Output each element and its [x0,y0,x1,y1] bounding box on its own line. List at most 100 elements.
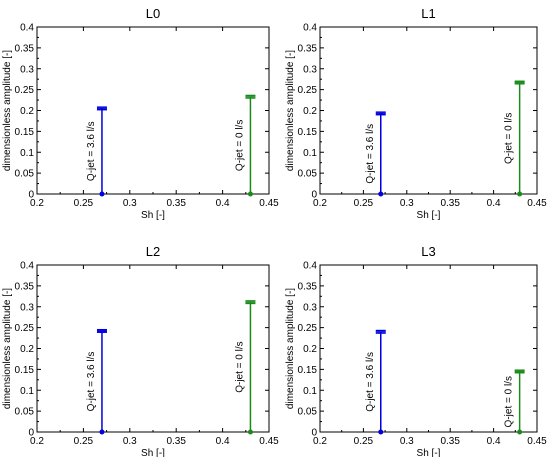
x-tick-label: 0.35 [166,436,186,447]
x-tick-label: 0.25 [74,198,94,209]
y-tick-label: 0.35 [15,43,35,54]
stem-base-marker [517,429,523,435]
x-tick-label: 0.4 [487,198,501,209]
x-axis-label: Sh [-] [141,210,165,221]
y-tick-label: 0.1 [20,148,34,159]
y-tick-label: 0.4 [20,261,34,272]
stem-base-marker [247,191,253,197]
y-tick-label: 0.1 [303,386,317,397]
x-tick-label: 0.25 [354,436,374,447]
panel-title: L2 [146,244,160,259]
stem-base-marker [247,429,253,435]
panel-l1: L1 0.2 0.25 0.3 0.35 0.4 0.45 0 0.05 0.1 0.15 0.2 0.… [285,6,547,221]
x-axis-label: Sh [-] [417,210,441,221]
stem-qjet-3-6: Q-jet = 3.6 l/s [86,328,107,435]
y-tick-label: 0.3 [20,64,34,75]
y-tick-label: 0.35 [298,43,318,54]
x-tick-label: 0.45 [527,436,547,447]
panel-title: L0 [146,6,160,21]
stem-qjet-0: Q-jet = 0 l/s [504,369,525,435]
stem-label: Q-jet = 0 l/s [504,113,515,164]
x-tick-label: 0.25 [354,198,374,209]
y-tick-label: 0.2 [303,106,317,117]
stem-label: Q-jet = 3.6 l/s [86,352,97,412]
y-tick-label: 0.15 [298,365,318,376]
panel-l3: L3 0.2 0.25 0.3 0.35 0.4 0.45 0 0.05 0.1 0.15 0.2 0.… [285,244,547,457]
plot-frame [319,26,538,195]
y-tick-label: 0.3 [20,302,34,313]
x-tick-label: 0.25 [74,436,94,447]
y-tick-label: 0.35 [15,281,35,292]
stem-label: Q-jet = 3.6 l/s [86,121,97,181]
y-tick-label: 0.2 [303,344,317,355]
y-tick-label: 0.15 [15,365,35,376]
x-tick-label: 0.35 [440,198,460,209]
y-tick-label: 0.2 [20,106,34,117]
x-tick-label: 0.3 [123,436,137,447]
y-tick-label: 0.3 [303,302,317,313]
x-axis-label: Sh [-] [141,448,165,457]
stem-label: Q-jet = 3.6 l/s [365,124,376,184]
stem-base-marker [99,191,105,197]
y-tick-label: 0.4 [303,261,317,272]
y-tick-label: 0 [311,190,317,201]
stem-qjet-3-6: Q-jet = 3.6 l/s [365,329,386,435]
y-tick-label: 0.4 [20,23,34,34]
y-tick-label: 0.05 [298,407,318,418]
x-tick-label: 0.4 [487,436,501,447]
y-axis-label: dimensionless amplitude [-] [285,288,296,409]
y-tick-label: 0.1 [303,148,317,159]
y-tick-label: 0.25 [298,85,318,96]
y-axis-label: dimensionless amplitude [-] [2,288,13,409]
y-tick-label: 0.3 [303,64,317,75]
stem-base-marker [378,429,384,435]
panel-title: L3 [421,244,435,259]
y-tick-label: 0.25 [298,323,318,334]
stem-qjet-0: Q-jet = 0 l/s [234,94,256,197]
y-tick-label: 0.4 [303,23,317,34]
x-tick-label: 0.3 [123,198,137,209]
stem-base-marker [517,191,523,197]
panel-l0: L0 0.2 0.25 0.3 0.35 0.4 0.45 0 0.05 0.1 0.15 0.2 0.… [2,6,279,221]
x-tick-label: 0.4 [216,436,230,447]
stem-qjet-0: Q-jet = 0 l/s [504,80,525,197]
x-tick-label: 0.45 [527,198,547,209]
x-tick-label: 0.2 [30,198,44,209]
y-tick-label: 0.1 [20,386,34,397]
x-tick-label: 0.45 [259,198,279,209]
x-axis-label: Sh [-] [417,448,441,457]
x-tick-label: 0.4 [216,198,230,209]
y-tick-label: 0.25 [15,323,35,334]
stem-label: Q-jet = 3.6 l/s [365,352,376,412]
stem-qjet-3-6: Q-jet = 3.6 l/s [86,106,107,197]
y-tick-label: 0 [311,428,317,439]
stem-base-marker [378,191,384,197]
x-tick-label: 0.45 [259,436,279,447]
panel-l2: L2 0.2 0.25 0.3 0.35 0.4 0.45 0 0.05 0.1 0.15 0.2 0.… [2,244,279,457]
x-tick-label: 0.35 [440,436,460,447]
stem-base-marker [99,429,105,435]
x-tick-label: 0.3 [400,436,414,447]
stem-label: Q-jet = 0 l/s [234,341,245,392]
y-tick-label: 0 [28,190,34,201]
y-tick-label: 0 [28,428,34,439]
y-tick-label: 0.15 [15,127,35,138]
y-tick-label: 0.2 [20,344,34,355]
y-axis-label: dimensionless amplitude [-] [2,50,13,171]
y-tick-label: 0.15 [298,127,318,138]
stem-label: Q-jet = 0 l/s [504,376,515,427]
y-tick-label: 0.25 [15,85,35,96]
x-tick-label: 0.2 [313,198,327,209]
y-tick-label: 0.35 [298,281,318,292]
x-tick-label: 0.3 [400,198,414,209]
y-axis-label: dimensionless amplitude [-] [285,50,296,171]
x-tick-label: 0.35 [166,198,186,209]
stem-qjet-3-6: Q-jet = 3.6 l/s [365,111,386,197]
x-tick-label: 0.2 [313,436,327,447]
y-tick-label: 0.05 [15,169,35,180]
stem-label: Q-jet = 0 l/s [234,120,245,171]
stem-qjet-0: Q-jet = 0 l/s [234,300,256,435]
y-tick-label: 0.05 [298,169,318,180]
y-tick-label: 0.05 [15,407,35,418]
